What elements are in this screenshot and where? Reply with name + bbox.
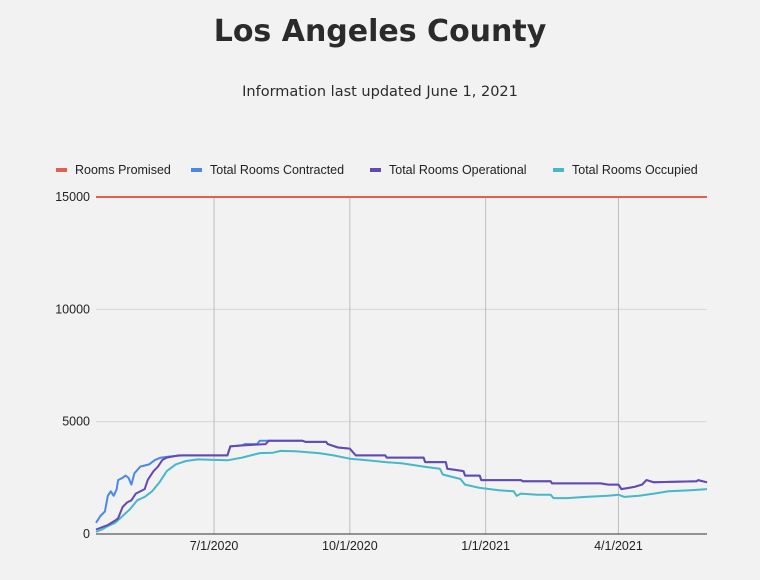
legend-item-total-rooms-operational: Total Rooms Operational bbox=[370, 163, 527, 177]
x-tick-label: 10/1/2020 bbox=[322, 539, 378, 553]
legend-item-total-rooms-occupied: Total Rooms Occupied bbox=[553, 163, 698, 177]
chart-subtitle: Information last updated June 1, 2021 bbox=[242, 84, 518, 100]
legend-swatch bbox=[56, 168, 67, 172]
axes: 0 5000 10000 15000 7/1/2020 10/1/2020 1/1/2021… bbox=[55, 190, 707, 553]
x-tick-label: 1/1/2021 bbox=[461, 539, 510, 553]
y-tick-label: 15000 bbox=[55, 190, 90, 204]
chart-title: Los Angeles County bbox=[213, 14, 547, 49]
legend-swatch bbox=[553, 168, 564, 172]
series-line-total-rooms-operational bbox=[95, 439, 708, 531]
legend-item-rooms-promised: Rooms Promised bbox=[56, 163, 171, 177]
legend-item-total-rooms-contracted: Total Rooms Contracted bbox=[191, 163, 344, 177]
y-tick-label: 10000 bbox=[55, 302, 90, 316]
legend: Rooms Promised Total Rooms Contracted Tota… bbox=[56, 163, 698, 177]
y-tick-label: 5000 bbox=[62, 415, 90, 429]
x-tick-label: 7/1/2020 bbox=[190, 539, 239, 553]
gridlines bbox=[96, 196, 707, 534]
legend-label: Total Rooms Contracted bbox=[210, 163, 344, 177]
legend-swatch bbox=[191, 168, 202, 172]
legend-label: Total Rooms Operational bbox=[389, 163, 527, 177]
y-tick-label: 0 bbox=[83, 527, 90, 541]
series-line-total-rooms-occupied bbox=[95, 449, 708, 533]
series-lines bbox=[95, 196, 708, 533]
x-tick-label: 4/1/2021 bbox=[594, 539, 643, 553]
legend-label: Rooms Promised bbox=[75, 163, 171, 177]
legend-swatch bbox=[370, 168, 381, 172]
legend-label: Total Rooms Occupied bbox=[572, 163, 698, 177]
series-line-total-rooms-contracted bbox=[95, 439, 708, 524]
